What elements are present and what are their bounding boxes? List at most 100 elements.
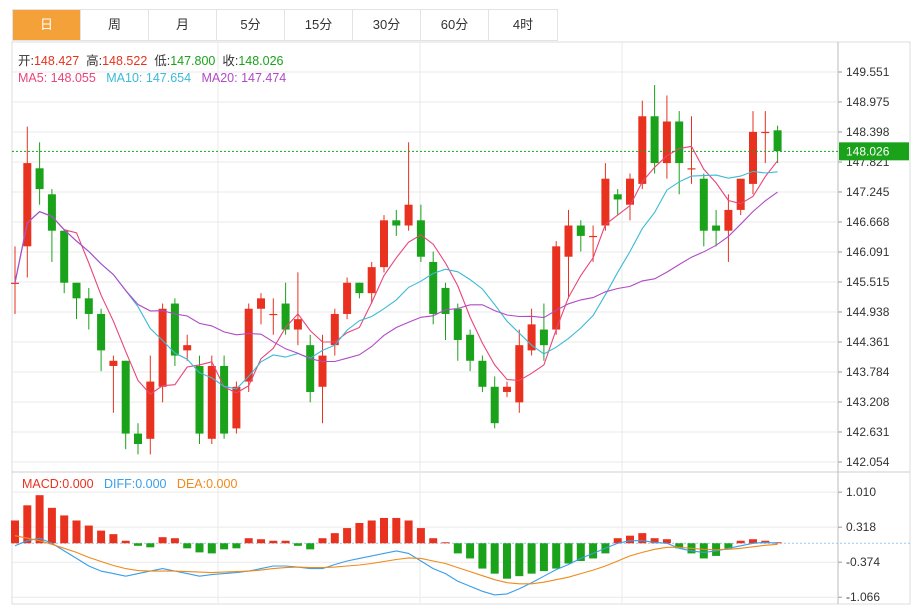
- candle-body-47: [589, 235, 598, 238]
- macd-bar-15: [195, 543, 204, 553]
- macd-bar-17: [220, 543, 229, 550]
- candle-body-61: [761, 131, 770, 134]
- price-tick-label-12: 142.631: [846, 425, 890, 439]
- period-tabs: 日周月 5分 15分 30分 60分 4时: [12, 9, 558, 41]
- candle-body-25: [318, 355, 327, 387]
- candle-body-27: [343, 282, 352, 314]
- candle-body-29: [367, 267, 376, 294]
- candle-body-20: [257, 298, 265, 309]
- candle-body-56: [699, 178, 708, 231]
- macd-bar-50: [626, 535, 634, 544]
- macd-bar-53: [662, 539, 671, 544]
- tab-4[interactable]: 15分: [285, 10, 353, 40]
- price-tick-label-7: 145.515: [846, 275, 890, 289]
- candle-body-30: [380, 220, 388, 268]
- candle-body-57: [712, 225, 721, 231]
- candle-body-22: [281, 303, 290, 330]
- macd-tick-label-2: -0.374: [846, 555, 880, 569]
- tab-2[interactable]: 月: [149, 10, 217, 40]
- macd-bar-21: [269, 540, 278, 544]
- macd-bar-14: [183, 543, 192, 549]
- price-tick-label-1: 148.975: [846, 95, 890, 109]
- tab-5[interactable]: 30分: [353, 10, 421, 40]
- macd-bar-56: [699, 543, 708, 559]
- price-tick-label-13: 142.054: [846, 455, 890, 469]
- macd-bar-46: [576, 543, 585, 561]
- candle-body-36: [453, 308, 462, 340]
- macd-bar-32: [404, 520, 413, 544]
- candle-body-52: [650, 116, 659, 164]
- ma5-line: [14, 145, 779, 395]
- candle-body-45: [564, 225, 573, 257]
- tab-7[interactable]: 4时: [512, 17, 534, 32]
- macd-bar-18: [232, 543, 241, 549]
- candle-body-58: [724, 209, 733, 231]
- macd-bar-51: [638, 533, 647, 544]
- candle-body-31: [392, 220, 401, 226]
- candle-body-28: [355, 282, 364, 294]
- macd-bar-19: [244, 538, 253, 544]
- ohlc-info: 开:148.427 高:148.522 低:147.800 收:148.026: [18, 53, 284, 68]
- candle-body-8: [109, 360, 118, 366]
- price-tick-label-9: 144.361: [846, 335, 890, 349]
- candle-body-7: [97, 313, 106, 351]
- macd-bar-40: [503, 543, 511, 579]
- macd-bar-10: [134, 543, 142, 546]
- macd-bar-11: [146, 543, 155, 548]
- macd-bar-38: [478, 543, 487, 569]
- candle-body-46: [576, 225, 585, 236]
- macd-bar-33: [416, 528, 425, 544]
- macd-bar-44: [552, 543, 561, 569]
- candle-body-14: [183, 345, 192, 351]
- price-tick-label-10: 143.784: [846, 365, 890, 379]
- price-tick-label-11: 143.208: [846, 395, 890, 409]
- macd-bar-29: [367, 520, 376, 544]
- macd-bar-42: [527, 543, 536, 574]
- candle-body-55: [687, 168, 696, 170]
- macd-bar-36: [453, 543, 462, 554]
- macd-bar-28: [355, 523, 364, 544]
- macd-bar-3: [47, 507, 56, 544]
- tab-1[interactable]: 周: [81, 10, 149, 40]
- macd-bar-13: [170, 538, 179, 544]
- macd-bar-24: [306, 543, 315, 550]
- chart-frame: [11, 41, 911, 605]
- macd-bar-26: [330, 533, 339, 544]
- tab-0[interactable]: 日: [13, 10, 81, 40]
- candle-body-17: [220, 365, 229, 434]
- macd-bar-41: [515, 543, 524, 577]
- candle-body-32: [404, 204, 413, 226]
- macd-bar-7: [97, 530, 106, 544]
- candle-body-15: [195, 365, 204, 434]
- candle-body-43: [539, 329, 548, 346]
- tab-6[interactable]: 60分: [421, 10, 489, 40]
- macd-tick-label-1: 0.318: [846, 520, 876, 534]
- macd-bar-12: [158, 537, 167, 544]
- macd-bar-0: [11, 520, 19, 544]
- candle-body-39: [490, 386, 499, 424]
- macd-bar-43: [539, 543, 548, 572]
- candle-body-37: [466, 334, 475, 361]
- macd-bar-60: [749, 539, 757, 544]
- candle-body-24: [306, 345, 315, 392]
- price-tick-label-4: 147.245: [846, 185, 890, 199]
- macd-bar-54: [675, 543, 684, 549]
- price-tick-label-2: 148.398: [846, 125, 890, 139]
- macd-bar-1: [23, 505, 32, 544]
- macd-bar-2: [35, 495, 44, 544]
- macd-bar-5: [72, 520, 81, 544]
- candle-body-3: [47, 194, 56, 231]
- candle-body-10: [134, 433, 142, 445]
- candle-body-9: [121, 360, 130, 434]
- candle-body-23: [293, 319, 302, 330]
- macd-dea-line: [14, 535, 778, 585]
- candle-body-50: [626, 178, 634, 205]
- tab-3[interactable]: 5分: [217, 10, 285, 40]
- macd-bar-52: [650, 538, 659, 544]
- macd-bar-22: [281, 540, 290, 544]
- macd-info: MACD:0.000 DIFF:0.000 DEA:0.000: [22, 477, 237, 491]
- ma20-line: [14, 191, 778, 363]
- candle-body-42: [527, 324, 536, 351]
